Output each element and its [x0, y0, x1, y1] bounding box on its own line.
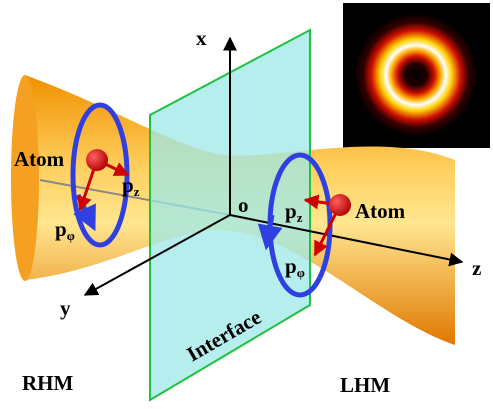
p: p — [55, 217, 67, 241]
atom-label: Atom — [355, 199, 406, 223]
y-axis — [83, 214, 231, 296]
momentum-label: pφ — [285, 254, 305, 280]
inset — [343, 3, 490, 148]
axis-label: z — [472, 256, 481, 280]
momentum-label: pz — [285, 199, 303, 225]
axis-label: x — [196, 26, 207, 50]
atom-label: Atom — [14, 147, 65, 171]
medium-label: LHM — [340, 373, 390, 397]
medium-label: RHM — [22, 371, 74, 395]
momentum-label: pz — [122, 173, 140, 199]
momentum-label: pφ — [55, 217, 75, 243]
origin-label: o — [238, 193, 249, 217]
p: p — [285, 199, 297, 223]
axis-label: y — [60, 296, 71, 320]
subscript: z — [134, 184, 140, 199]
p: p — [285, 254, 297, 278]
subscript: z — [297, 210, 303, 225]
subscript: φ — [67, 228, 75, 243]
beam-end — [11, 75, 39, 281]
p: p — [122, 173, 134, 197]
subscript: φ — [297, 265, 305, 280]
atoms — [77, 149, 351, 257]
